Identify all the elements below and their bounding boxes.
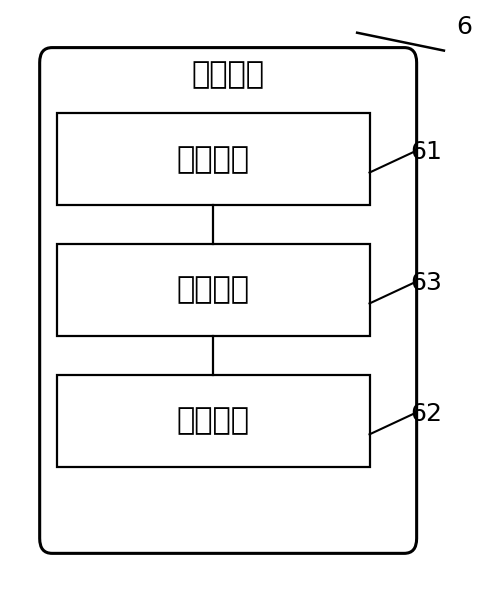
Text: 6: 6 <box>456 15 472 39</box>
Text: 存储单元: 存储单元 <box>177 406 250 436</box>
Text: 63: 63 <box>411 271 442 295</box>
Text: 分析单元: 分析单元 <box>177 275 250 305</box>
Text: 62: 62 <box>411 402 442 425</box>
Text: 接收单元: 接收单元 <box>177 145 250 174</box>
Text: 分析装置: 分析装置 <box>191 60 265 89</box>
Text: 61: 61 <box>411 140 442 164</box>
FancyBboxPatch shape <box>40 48 417 553</box>
Bar <box>57 244 370 336</box>
Bar <box>57 375 370 467</box>
Bar <box>57 113 370 205</box>
